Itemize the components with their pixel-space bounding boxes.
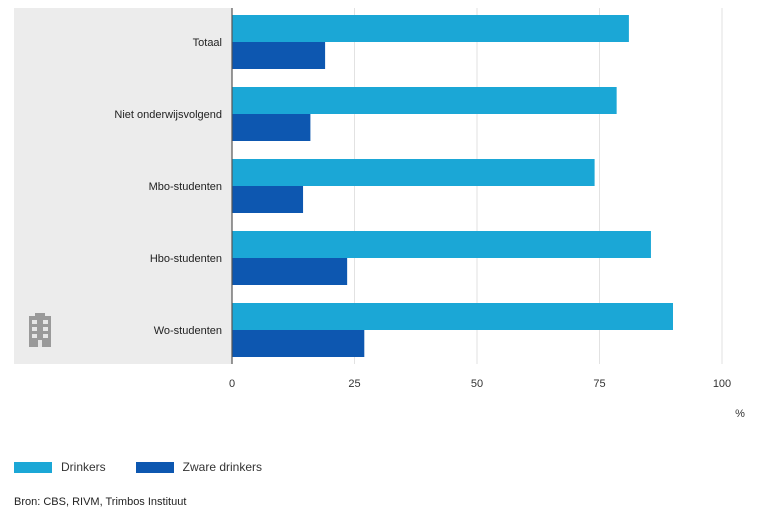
bar-zware-drinkers-hbo-studenten <box>232 258 348 285</box>
building-icon <box>29 313 51 347</box>
x-tick-label-100: 100 <box>713 378 731 390</box>
legend-label-drinkers: Drinkers <box>61 460 106 474</box>
category-label-totaal: Totaal <box>193 37 222 49</box>
x-tick-label-75: 75 <box>593 378 605 390</box>
legend-item-drinkers: Drinkers <box>14 460 106 474</box>
category-label-mbo-studenten: Mbo-studenten <box>149 181 222 193</box>
x-unit-label: % <box>735 408 745 420</box>
legend: Drinkers Zware drinkers <box>14 457 292 477</box>
category-label-wo-studenten: Wo-studenten <box>154 325 222 337</box>
bar-zware-drinkers-mbo-studenten <box>232 186 304 213</box>
bar-drinkers-wo-studenten <box>232 303 673 330</box>
category-label-panel <box>14 8 232 364</box>
bar-zware-drinkers-totaal <box>232 42 326 69</box>
legend-swatch-drinkers <box>14 461 52 473</box>
legend-swatch-zware-drinkers <box>135 461 174 473</box>
bar-drinkers-totaal <box>232 15 629 42</box>
bar-zware-drinkers-wo-studenten <box>232 330 365 357</box>
legend-item-zware-drinkers: Zware drinkers <box>135 460 263 474</box>
x-tick-label-0: 0 <box>229 378 235 390</box>
category-label-hbo-studenten: Hbo-studenten <box>150 253 222 265</box>
category-labels: Totaal Niet onderwijsvolgend Mbo-studenten… <box>114 37 222 337</box>
bars <box>232 15 673 357</box>
x-tick-label-50: 50 <box>471 378 483 390</box>
bar-drinkers-niet-onderwijsvolgend <box>232 87 617 114</box>
category-label-niet-onderwijsvolgend: Niet onderwijsvolgend <box>114 109 222 121</box>
bar-chart: Totaal Niet onderwijsvolgend Mbo-studenten… <box>14 8 745 420</box>
x-tick-labels: 0 25 50 75 100 <box>229 378 731 390</box>
x-tick-label-25: 25 <box>348 378 360 390</box>
bar-drinkers-mbo-studenten <box>232 159 595 186</box>
legend-label-zware-drinkers: Zware drinkers <box>182 460 263 474</box>
bar-zware-drinkers-niet-onderwijsvolgend <box>232 114 311 141</box>
bar-drinkers-hbo-studenten <box>232 231 651 258</box>
source-note: Bron: CBS, RIVM, Trimbos Instituut <box>14 496 187 508</box>
